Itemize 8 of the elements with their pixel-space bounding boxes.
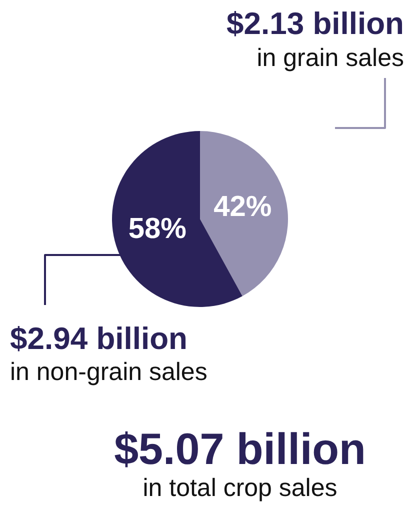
text: $2.13 billion: [226, 6, 404, 41]
data-label: 42%: [214, 191, 272, 224]
slice-label: in non-grain sales: [10, 358, 208, 386]
data-label: 58%: [128, 212, 187, 245]
text: $5.07 billion: [113, 425, 367, 474]
text: $2.94 billion: [10, 321, 188, 356]
slice-label: in grain sales: [256, 44, 404, 72]
text: in total crop sales: [142, 474, 338, 502]
